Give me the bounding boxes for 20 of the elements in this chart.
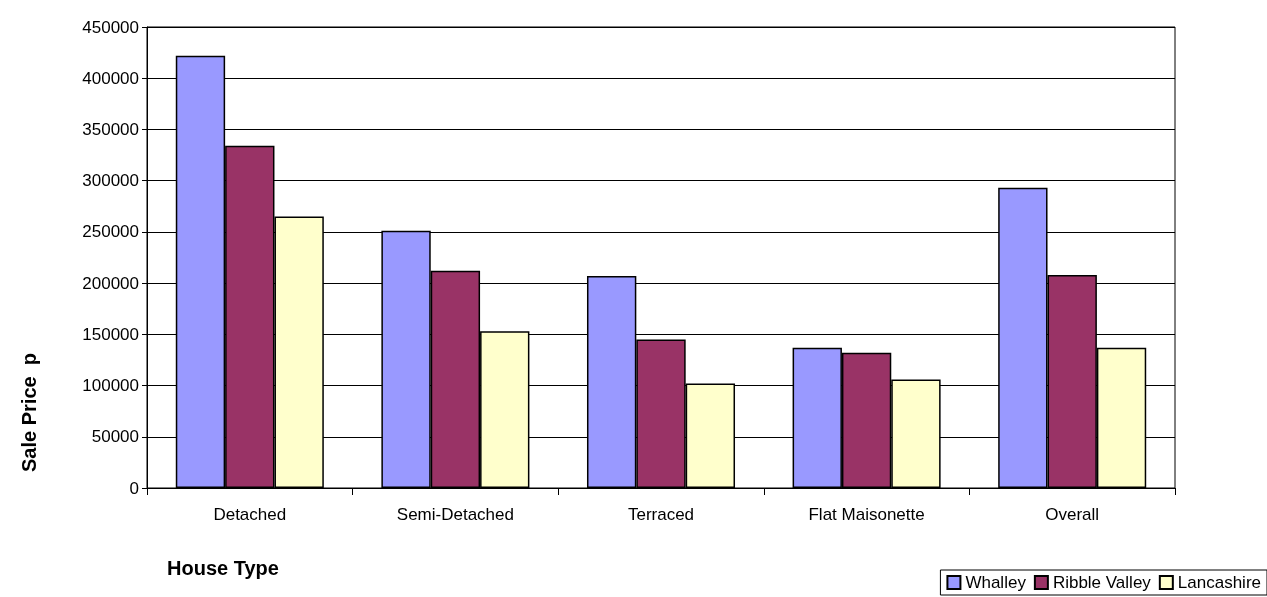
y-tick-label: 350000 [82,119,139,139]
y-tick-label: 100000 [82,376,139,396]
y-tick-label: 200000 [82,273,139,293]
x-tick-label: Overall [1045,505,1100,524]
x-tick-label: Flat Maisonette [808,505,925,524]
x-axis-title: House Type [167,557,279,579]
x-tick-label: Terraced [627,505,695,524]
x-tick-label: Semi-Detached [396,505,514,524]
y-tick-label: 50000 [91,427,139,447]
y-tick-label: 250000 [82,222,139,242]
y-tick-label: 400000 [82,68,139,88]
x-tick-label: Detached [213,505,287,524]
y-axis-title: Sale Price p [18,353,40,472]
y-tick-label: 450000 [82,17,139,37]
y-tick-label: 150000 [82,324,139,344]
legend-label: Whalley [965,573,1027,592]
y-tick-label: 300000 [82,171,139,191]
y-tick-label: 0 [129,478,139,498]
legend-label: Lancashire [1177,573,1262,592]
legend-label: Ribble Valley [1052,573,1152,592]
